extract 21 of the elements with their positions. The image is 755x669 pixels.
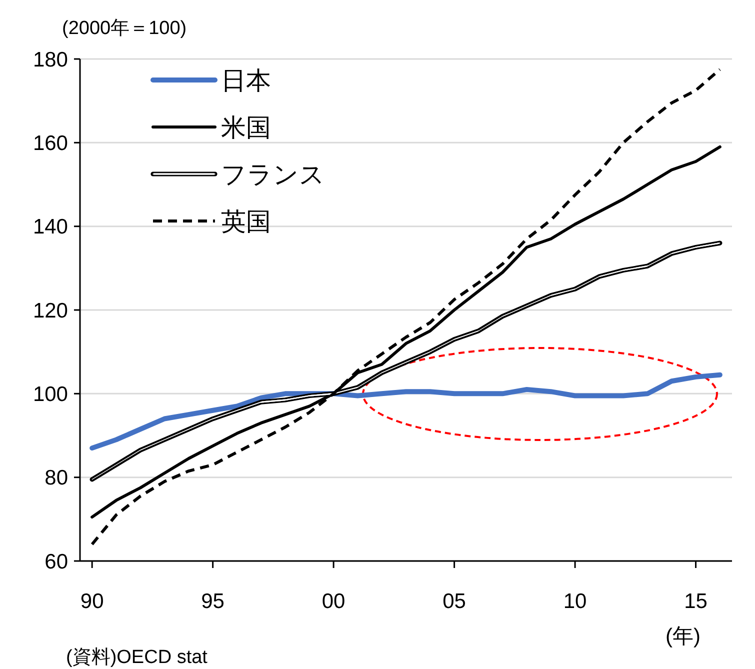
y-tick-label: 120 <box>32 299 68 322</box>
x-tick-label: 15 <box>684 590 708 613</box>
x-tick-label: 10 <box>563 590 587 613</box>
y-tick-label: 140 <box>32 216 68 239</box>
x-axis-title: (年) <box>666 625 700 648</box>
x-tick-label: 00 <box>322 590 346 613</box>
x-tick-label: 05 <box>442 590 466 613</box>
y-axis-title: (2000年＝100) <box>62 18 187 39</box>
legend-label: 日本 <box>221 66 271 95</box>
legend-label: 英国 <box>221 208 271 236</box>
x-tick-label: 95 <box>201 590 224 613</box>
line-series <box>90 68 722 546</box>
legend-label: フランス <box>221 160 325 189</box>
y-tick-label: 160 <box>32 132 68 156</box>
y-tick-label: 100 <box>32 383 68 406</box>
legend-label: 米国 <box>221 114 271 142</box>
y-tick-label: 180 <box>32 48 68 72</box>
y-tick-label: 80 <box>44 466 68 490</box>
y-tick-label: 60 <box>44 550 68 574</box>
text: (資料)OECD stat <box>66 647 208 668</box>
x-tick-label: 90 <box>80 590 104 613</box>
